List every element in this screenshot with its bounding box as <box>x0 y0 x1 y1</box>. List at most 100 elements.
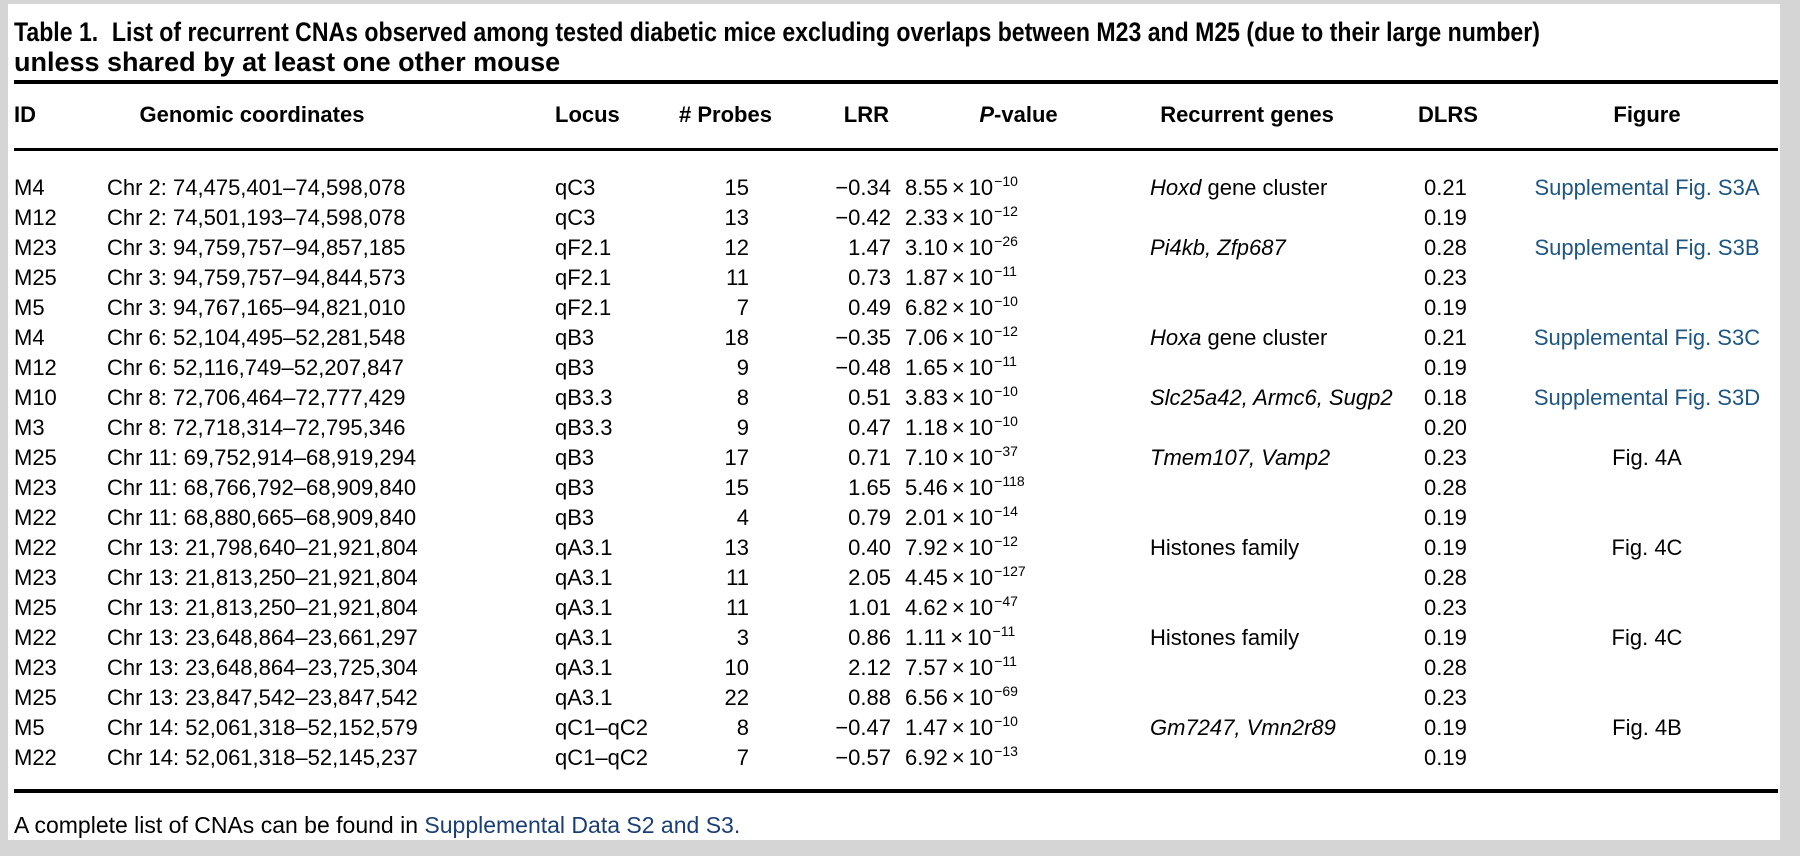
cell-mouse-id: M22 <box>14 745 57 770</box>
cell-locus: qA3.1 <box>555 535 613 560</box>
cell-recurrent-genes <box>1140 473 1410 503</box>
cell-genomic-coordinates: Chr 13: 23,648,864–23,725,304 <box>107 655 418 680</box>
multiply-sign: × <box>951 505 965 530</box>
cell-genomic-coordinates: Chr 3: 94,759,757–94,857,185 <box>107 235 406 260</box>
cell-dlrs: 0.23 <box>1424 265 1467 290</box>
cell-mouse-id: M23 <box>14 475 57 500</box>
cell-probes: 4 <box>736 505 749 530</box>
gene-names: gene cluster <box>1201 175 1328 200</box>
p-base: 10 <box>968 745 994 770</box>
cell-dlrs: 0.19 <box>1424 355 1467 380</box>
cell-dlrs: 0.19 <box>1424 295 1467 320</box>
cell-p-value: 3.10 × 10−26 <box>897 233 1140 263</box>
cell-dlrs: 0.23 <box>1424 595 1467 620</box>
p-mantissa: 7.57 <box>905 655 948 680</box>
table-row: M22 Chr 14: 52,061,318–52,145,237 qC1–qC2 7… <box>14 743 1778 791</box>
cell-genomic-coordinates: Chr 14: 52,061,318–52,145,237 <box>107 745 418 770</box>
cell-recurrent-genes <box>1140 593 1410 623</box>
cell-dlrs: 0.19 <box>1424 505 1467 530</box>
supplemental-data-link[interactable]: Supplemental Data S2 and S3. <box>424 812 741 838</box>
cell-mouse-id: M5 <box>14 295 45 320</box>
p-exponent: −127 <box>994 562 1026 579</box>
multiply-sign: × <box>951 295 965 320</box>
cell-mouse-id: M12 <box>14 355 57 380</box>
cell-recurrent-genes: Tmem107, Vamp2 <box>1140 443 1410 473</box>
cell-figure: Fig. 4C <box>1516 623 1778 653</box>
p-base: 10 <box>968 325 994 350</box>
cell-dlrs: 0.23 <box>1424 445 1467 470</box>
cell-lrr: −0.42 <box>835 205 891 230</box>
multiply-sign: × <box>951 715 965 740</box>
cna-table: ID Genomic coordinates Locus # Probes LR… <box>14 80 1778 793</box>
cell-figure <box>1516 353 1778 383</box>
p-exponent: −118 <box>994 472 1025 489</box>
cell-lrr: 1.47 <box>848 235 891 260</box>
cell-recurrent-genes <box>1140 563 1410 593</box>
cell-mouse-id: M23 <box>14 235 57 260</box>
table-row: M25 Chr 11: 69,752,914–68,919,294 qB3 17 0.7… <box>14 443 1778 473</box>
cell-mouse-id: M3 <box>14 415 45 440</box>
cell-recurrent-genes <box>1140 743 1410 791</box>
cell-p-value: 7.57 × 10−11 <box>897 653 1140 683</box>
figure-link[interactable]: Supplemental Fig. S3B <box>1534 235 1760 260</box>
multiply-sign: × <box>951 175 965 200</box>
cell-recurrent-genes <box>1140 503 1410 533</box>
cell-locus: qB3 <box>555 505 595 530</box>
cell-dlrs: 0.28 <box>1424 565 1467 590</box>
cell-locus: qA3.1 <box>555 565 613 590</box>
table-number: Table 1. <box>14 17 99 47</box>
p-mantissa: 8.55 <box>905 175 948 200</box>
cell-probes: 7 <box>736 745 749 770</box>
p-exponent: −14 <box>994 502 1018 519</box>
header-probes: # Probes <box>663 82 772 151</box>
cell-recurrent-genes <box>1140 353 1410 383</box>
cell-mouse-id: M23 <box>14 655 57 680</box>
header-dlrs: DLRS <box>1410 82 1516 151</box>
table-row: M23 Chr 3: 94,759,757–94,857,185 qF2.1 12 1.… <box>14 233 1778 263</box>
cell-locus: qA3.1 <box>555 685 613 710</box>
multiply-sign: × <box>951 415 965 440</box>
cell-recurrent-genes: Hoxd gene cluster <box>1140 150 1410 204</box>
cell-locus: qB3.3 <box>555 385 613 410</box>
gene-names-italic: Pi4kb, Zfp687 <box>1150 235 1286 260</box>
cell-figure <box>1516 203 1778 233</box>
cell-locus: qB3 <box>555 325 595 350</box>
cell-probes: 7 <box>736 295 749 320</box>
cell-recurrent-genes <box>1140 263 1410 293</box>
cell-dlrs: 0.28 <box>1424 475 1467 500</box>
cell-p-value: 1.18 × 10−10 <box>897 413 1140 443</box>
multiply-sign: × <box>950 625 964 650</box>
table-title-text: List of recurrent CNAs observed among te… <box>111 17 1540 47</box>
cell-figure: Fig. 4A <box>1516 443 1778 473</box>
table-row: M23 Chr 13: 23,648,864–23,725,304 qA3.1 10 2… <box>14 653 1778 683</box>
cell-dlrs: 0.19 <box>1424 205 1467 230</box>
cell-dlrs: 0.21 <box>1424 325 1467 350</box>
cell-figure <box>1516 293 1778 323</box>
cell-lrr: −0.34 <box>835 175 891 200</box>
cell-dlrs: 0.19 <box>1424 625 1467 650</box>
figure-link[interactable]: Supplemental Fig. S3A <box>1534 175 1760 200</box>
multiply-sign: × <box>951 235 965 260</box>
p-base: 10 <box>968 355 994 380</box>
p-mantissa: 7.10 <box>905 445 948 470</box>
cell-genomic-coordinates: Chr 11: 69,752,914–68,919,294 <box>107 445 417 470</box>
cell-probes: 11 <box>726 595 749 620</box>
cell-genomic-coordinates: Chr 14: 52,061,318–52,152,579 <box>107 715 418 740</box>
cell-locus: qC3 <box>555 205 596 230</box>
cell-probes: 9 <box>736 355 749 380</box>
p-base: 10 <box>968 475 994 500</box>
p-base: 10 <box>968 235 994 260</box>
cell-figure <box>1516 563 1778 593</box>
cell-recurrent-genes <box>1140 293 1410 323</box>
p-mantissa: 7.92 <box>905 535 948 560</box>
cell-recurrent-genes: Slc25a42, Armc6, Sugp2 <box>1140 383 1410 413</box>
cell-genomic-coordinates: Chr 3: 94,759,757–94,844,573 <box>107 265 406 290</box>
figure-link[interactable]: Supplemental Fig. S3C <box>1533 325 1761 350</box>
cell-dlrs: 0.20 <box>1424 415 1467 440</box>
multiply-sign: × <box>951 355 965 380</box>
cell-locus: qB3 <box>555 475 595 500</box>
header-p-rest: -value <box>994 102 1058 127</box>
figure-link[interactable]: Supplemental Fig. S3D <box>1533 385 1761 410</box>
cell-p-value: 1.87 × 10−11 <box>897 263 1140 293</box>
cell-mouse-id: M22 <box>14 505 57 530</box>
